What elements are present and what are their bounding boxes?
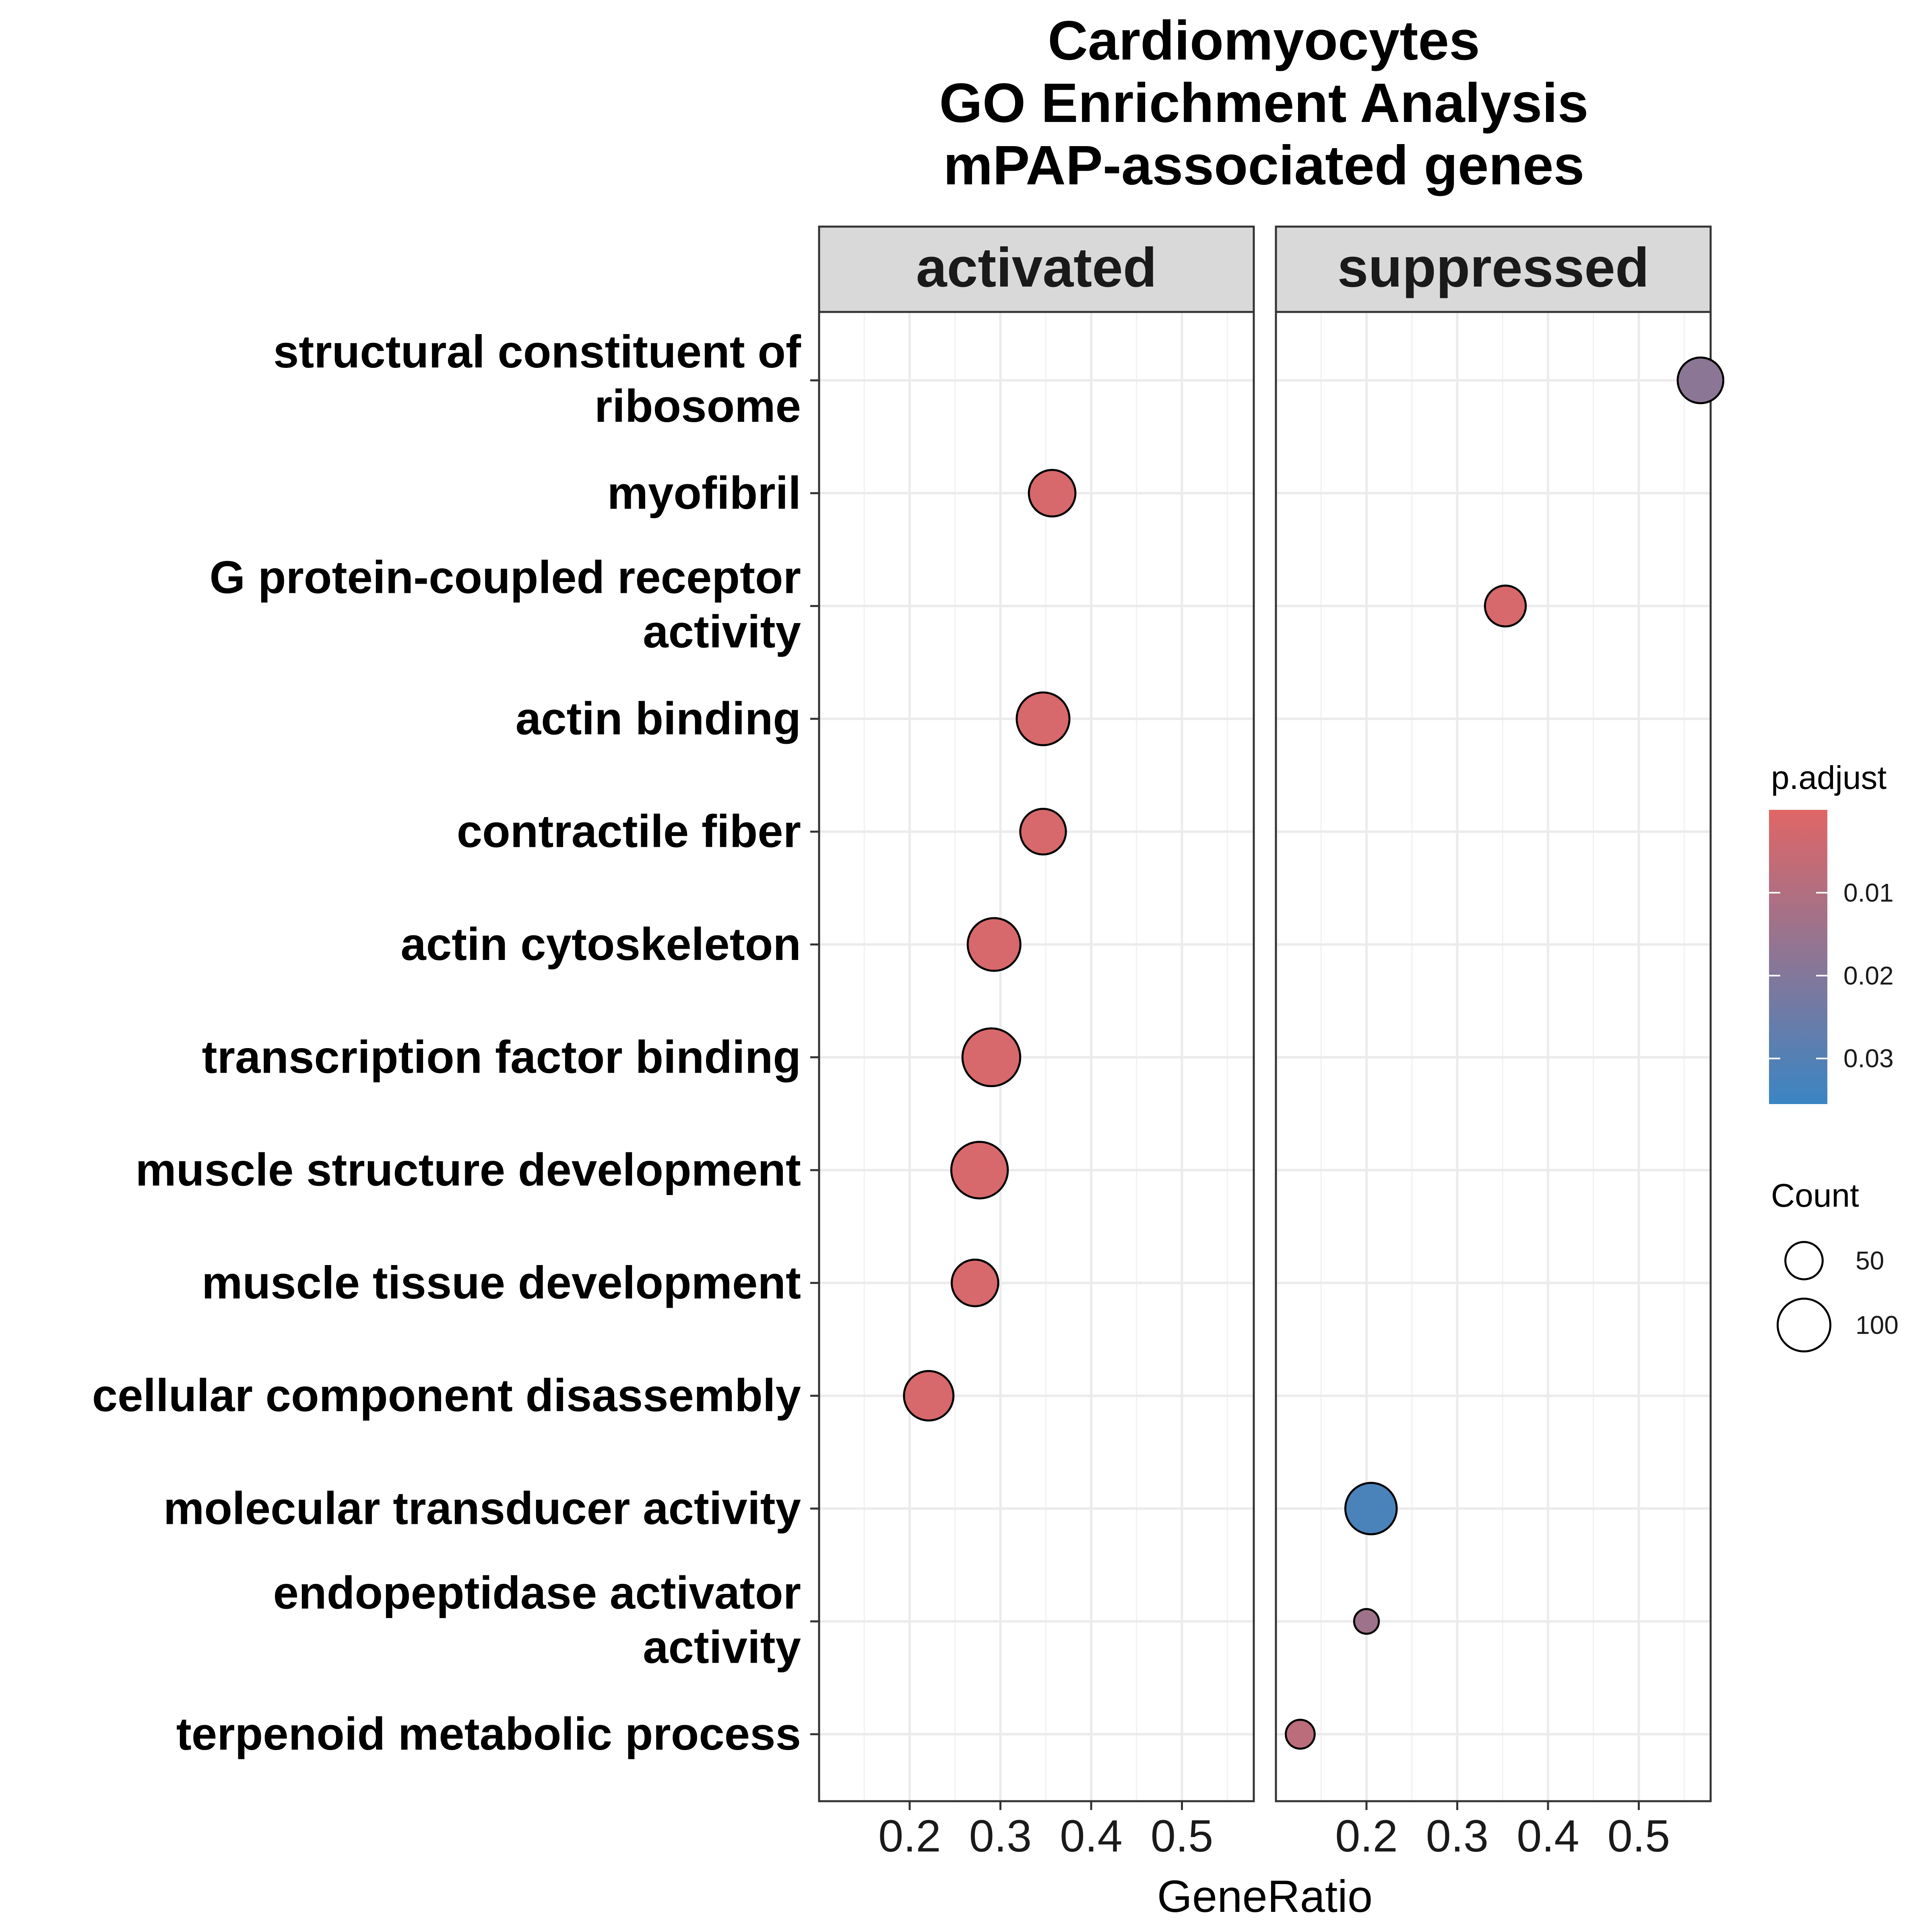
data-point [961,1027,1022,1088]
y-axis-label: actin binding [516,693,801,744]
y-axis-label: structural constituent of ribosome [273,326,801,432]
y-axis-labels: structural constituent of ribosome myofibr… [92,326,819,1760]
size-legend-key [1777,1298,1831,1352]
size-legend-key [1784,1241,1824,1280]
facet-panels: activated 0.2 0.3 0.4 0.5 suppressed 0.2 0.3 0.4… [818,225,1712,1861]
facet-strip [818,225,1255,313]
y-axis-label: contractile fiber [457,806,801,857]
data-point [1484,584,1527,627]
facet-strip-label: suppressed [1338,237,1649,299]
facet-panel-activated: activated 0.2 0.3 0.4 0.5 [818,225,1255,1861]
y-axis-label: G protein-coupled receptor activity [210,552,801,658]
data-point [1016,691,1071,746]
data-point [1028,469,1077,518]
title-line: GO Enrichment Analysis [939,72,1588,134]
x-tick-label: 0.3 [1426,1811,1489,1861]
y-axis-label: myofibril [607,468,801,519]
data-point [966,917,1022,972]
x-tick-label: 0.5 [1151,1811,1214,1861]
data-points [903,356,1725,1750]
legend: p.adjust 0.01 0.02 0.03 Count 50 100 [1769,760,1899,1352]
panel-border [1275,311,1712,1802]
y-axis-label: muscle structure development [135,1145,801,1196]
x-tick-label: 0.2 [1335,1811,1398,1861]
color-legend-label: 0.02 [1843,961,1894,990]
y-axis-label: actin cytoskeleton [400,919,801,970]
data-point [951,1259,999,1307]
data-point [1676,356,1725,405]
y-axis-label: transcription factor binding [202,1032,801,1083]
data-point [1019,807,1067,856]
x-tick-label: 0.2 [878,1811,941,1861]
y-axis-label: terpenoid metabolic process [176,1709,801,1760]
y-axis-label: cellular component disassembly [92,1370,801,1421]
x-tick-label: 0.4 [1060,1811,1123,1861]
data-point [1344,1482,1398,1536]
color-legend-title: p.adjust [1771,760,1887,796]
x-tick-label: 0.3 [969,1811,1032,1861]
x-tick-label: 0.5 [1608,1811,1670,1861]
title-line: Cardiomyocytes [1048,10,1480,72]
data-point [1353,1608,1380,1635]
title-line: mPAP-associated genes [943,134,1585,196]
facet-panel-suppressed: suppressed 0.2 0.3 0.4 0.5 [1275,225,1712,1861]
y-axis-label: muscle tissue development [202,1257,801,1309]
y-axis-label: endopeptidase activator activity [273,1567,801,1673]
size-legend-title: Count [1771,1177,1859,1214]
size-legend-label: 100 [1856,1311,1899,1340]
facet-strip-label: activated [916,237,1157,299]
size-legend-label: 50 [1856,1246,1884,1275]
y-axis-label: molecular transducer activity [163,1483,801,1534]
x-axis-title: GeneRatio [1157,1871,1373,1922]
color-legend-label: 0.03 [1843,1044,1894,1073]
color-legend-label: 0.01 [1843,878,1894,907]
data-point [903,1370,955,1422]
data-point [950,1141,1009,1199]
x-tick-label: 0.4 [1517,1811,1579,1861]
color-bar [1769,810,1827,1104]
data-point [1285,1719,1316,1750]
